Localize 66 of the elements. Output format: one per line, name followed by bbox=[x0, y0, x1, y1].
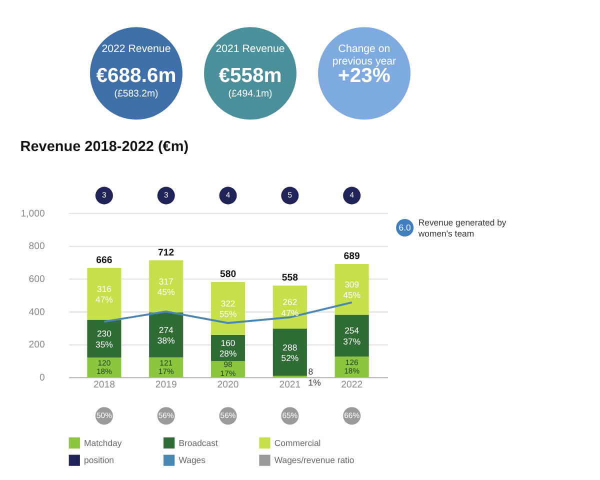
y-tick-label: 400 bbox=[28, 306, 45, 318]
bar bbox=[334, 264, 369, 315]
text: €558m bbox=[218, 65, 282, 88]
text: 4 bbox=[226, 190, 230, 200]
text: 66% bbox=[344, 410, 360, 420]
chart-title: Revenue 2018-2022 (€m) bbox=[20, 139, 189, 156]
legend-label: Wages bbox=[178, 455, 206, 466]
text: 50% bbox=[96, 410, 112, 420]
legend-label: position bbox=[84, 455, 114, 466]
data-label: 160 28% bbox=[219, 338, 237, 359]
data-label: 121 17% bbox=[158, 358, 174, 376]
y-tick-label: 200 bbox=[28, 340, 45, 351]
data-label: 309 45% bbox=[343, 279, 361, 300]
bar bbox=[334, 314, 369, 357]
text: +23% bbox=[338, 65, 390, 88]
data-label: 120 18% bbox=[96, 358, 112, 376]
text: 65% bbox=[282, 410, 298, 420]
data-label: 8 1% bbox=[308, 366, 322, 388]
x-tick-label: 2019 bbox=[155, 379, 177, 390]
text: 3 bbox=[102, 190, 106, 200]
legend-label: Commercial bbox=[274, 438, 321, 448]
category-label: 2022 Revenue bbox=[102, 43, 171, 56]
data-label: 288 52% bbox=[281, 342, 299, 363]
data-label: 317 45% bbox=[157, 276, 176, 297]
total-label: 666 bbox=[96, 254, 113, 266]
total-label: 712 bbox=[158, 247, 174, 258]
text: 56% bbox=[158, 410, 174, 420]
text: 56% bbox=[220, 410, 236, 420]
text: Revenue generated by women's team bbox=[417, 218, 507, 238]
y-tick-label: 800 bbox=[28, 241, 45, 252]
legend-label: Wages/revenue ratio bbox=[274, 455, 354, 466]
text: (£494.1m) bbox=[228, 88, 272, 100]
text: 5 bbox=[288, 190, 292, 200]
bar bbox=[87, 320, 122, 358]
bar bbox=[149, 312, 184, 358]
x-tick-label: 2022 bbox=[341, 379, 363, 390]
x-tick-label: 2018 bbox=[93, 379, 115, 390]
text: 6.0 bbox=[398, 222, 412, 233]
data-label: 262 47% bbox=[281, 297, 299, 318]
text: (£583.2m) bbox=[114, 88, 158, 100]
x-tick-label: 2020 bbox=[217, 379, 239, 390]
x-tick-label: 2021 bbox=[279, 379, 301, 390]
data-label: 126 18% bbox=[344, 358, 360, 376]
data-label: 316 47% bbox=[96, 284, 114, 304]
category-label: 2021 Revenue bbox=[216, 43, 285, 56]
bar bbox=[149, 260, 184, 312]
bar bbox=[210, 282, 246, 335]
text: 4 bbox=[350, 190, 354, 200]
legend-label: Matchday bbox=[84, 438, 122, 448]
text: €688.6m bbox=[96, 65, 176, 88]
data-label: 98 17% bbox=[220, 360, 236, 378]
y-tick-label: 600 bbox=[28, 274, 45, 286]
total-label: 580 bbox=[220, 269, 236, 280]
bar bbox=[272, 328, 307, 376]
legend-label: Broadcast bbox=[178, 438, 218, 448]
y-tick-label: 0 bbox=[40, 372, 45, 384]
total-label: 689 bbox=[344, 251, 361, 262]
data-label: 254 37% bbox=[343, 326, 361, 346]
category-label: Change on previous year bbox=[332, 43, 397, 68]
y-tick-label: 1,000 bbox=[20, 208, 45, 220]
data-label: 230 35% bbox=[96, 328, 114, 350]
bar bbox=[87, 268, 122, 320]
text: 3 bbox=[164, 190, 168, 200]
total-label: 558 bbox=[282, 272, 299, 284]
data-label: 322 55% bbox=[219, 298, 237, 320]
data-label: 274 38% bbox=[157, 324, 176, 346]
